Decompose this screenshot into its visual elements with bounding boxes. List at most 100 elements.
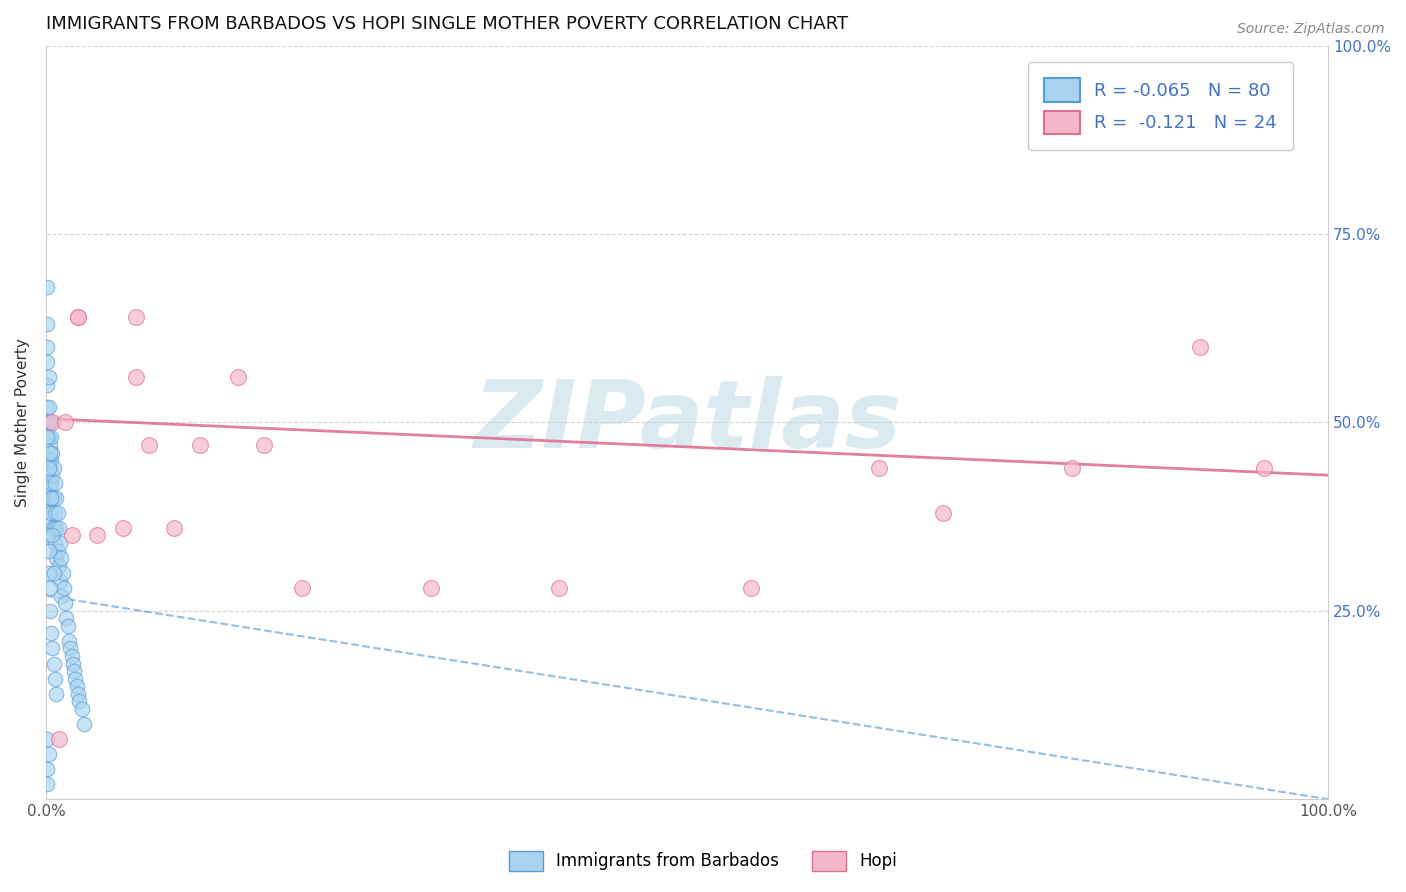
- Point: [41, 416, 63, 430]
- Point: [38, 401, 60, 415]
- Point: [39, 453, 62, 467]
- Point: [44, 506, 66, 520]
- Point: [38, 445, 60, 459]
- Point: [49, 574, 72, 588]
- Legend: R = -0.065   N = 80, R =  -0.121   N = 24: R = -0.065 N = 80, R = -0.121 N = 24: [1028, 62, 1294, 150]
- Point: [45, 551, 67, 566]
- Point: [60, 648, 83, 663]
- Point: [44, 475, 66, 490]
- Point: [60, 528, 83, 542]
- Point: [37, 528, 59, 542]
- Point: [291, 581, 314, 595]
- Point: [38, 438, 60, 452]
- Point: [37, 777, 59, 791]
- Point: [73, 716, 96, 731]
- Point: [38, 506, 60, 520]
- Point: [51, 551, 73, 566]
- Point: [419, 581, 441, 595]
- Point: [49, 536, 72, 550]
- Point: [39, 491, 62, 505]
- Point: [56, 619, 79, 633]
- Point: [41, 491, 63, 505]
- Legend: Immigrants from Barbados, Hopi: Immigrants from Barbados, Hopi: [501, 842, 905, 880]
- Text: Source: ZipAtlas.com: Source: ZipAtlas.com: [1237, 22, 1385, 37]
- Point: [44, 672, 66, 686]
- Point: [37, 355, 59, 369]
- Y-axis label: Single Mother Poverty: Single Mother Poverty: [15, 338, 30, 507]
- Point: [38, 430, 60, 444]
- Point: [66, 679, 89, 693]
- Point: [52, 581, 75, 595]
- Point: [48, 731, 70, 746]
- Point: [125, 310, 148, 324]
- Point: [38, 416, 60, 430]
- Point: [41, 468, 63, 483]
- Point: [58, 634, 80, 648]
- Point: [42, 491, 65, 505]
- Point: [38, 483, 60, 498]
- Point: [868, 460, 890, 475]
- Point: [37, 340, 59, 354]
- Point: [66, 310, 89, 324]
- Point: [740, 581, 762, 595]
- Point: [52, 566, 75, 581]
- Point: [70, 702, 93, 716]
- Point: [41, 445, 63, 459]
- Point: [41, 528, 63, 542]
- Point: [163, 521, 186, 535]
- Point: [39, 506, 62, 520]
- Point: [38, 370, 60, 384]
- Point: [39, 475, 62, 490]
- Point: [37, 401, 59, 415]
- Point: [55, 611, 77, 625]
- Point: [51, 589, 73, 603]
- Point: [38, 604, 60, 618]
- Point: [38, 416, 60, 430]
- Point: [41, 641, 63, 656]
- Point: [45, 687, 67, 701]
- Point: [38, 460, 60, 475]
- Point: [48, 521, 70, 535]
- Point: [38, 453, 60, 467]
- Point: [42, 657, 65, 671]
- Text: IMMIGRANTS FROM BARBADOS VS HOPI SINGLE MOTHER POVERTY CORRELATION CHART: IMMIGRANTS FROM BARBADOS VS HOPI SINGLE …: [46, 15, 848, 33]
- Point: [38, 460, 60, 475]
- Point: [111, 521, 134, 535]
- Point: [41, 521, 63, 535]
- Point: [44, 536, 66, 550]
- Point: [138, 438, 160, 452]
- Point: [38, 491, 60, 505]
- Point: [38, 475, 60, 490]
- Point: [46, 506, 69, 520]
- Point: [38, 416, 60, 430]
- Point: [38, 581, 60, 595]
- Point: [53, 416, 76, 430]
- Point: [1060, 460, 1083, 475]
- Point: [86, 528, 108, 542]
- Point: [45, 521, 67, 535]
- Point: [37, 731, 59, 746]
- Point: [48, 558, 70, 573]
- Point: [253, 438, 276, 452]
- Point: [37, 762, 59, 776]
- Point: [125, 370, 148, 384]
- Point: [67, 694, 90, 708]
- Point: [39, 430, 62, 444]
- Point: [547, 581, 569, 595]
- Point: [42, 566, 65, 581]
- Point: [42, 460, 65, 475]
- Point: [1253, 460, 1275, 475]
- Point: [37, 377, 59, 392]
- Point: [66, 310, 89, 324]
- Point: [63, 664, 86, 678]
- Point: [39, 626, 62, 640]
- Text: ZIPatlas: ZIPatlas: [472, 376, 901, 468]
- Point: [42, 521, 65, 535]
- Point: [37, 280, 59, 294]
- Point: [37, 318, 59, 332]
- Point: [45, 491, 67, 505]
- Point: [37, 430, 59, 444]
- Point: [46, 543, 69, 558]
- Point: [38, 747, 60, 761]
- Point: [1188, 340, 1211, 354]
